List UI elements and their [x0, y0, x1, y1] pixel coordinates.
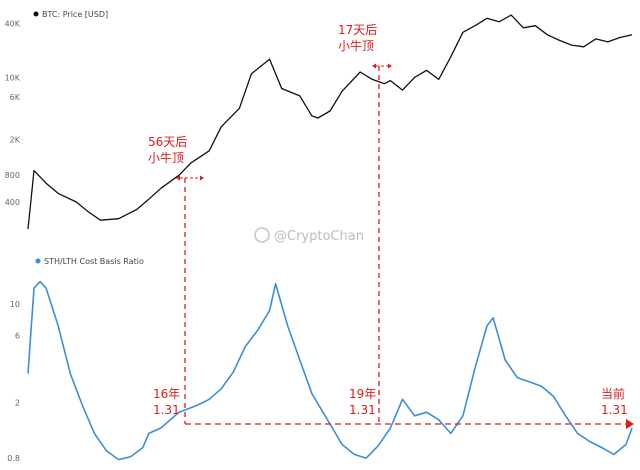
label-2019-year: 19年	[349, 387, 376, 401]
price-y-tick-label: 2K	[10, 136, 21, 145]
ratio-legend-label: STH/LTH Cost Basis Ratio	[44, 257, 144, 266]
price-legend-label: BTC: Price [USD]	[42, 10, 108, 19]
price-y-tick-label: 800	[5, 171, 20, 180]
price-legend-dot	[33, 11, 39, 17]
label-current-value: 1.31	[601, 403, 628, 417]
watermark-text: @CryptoChan	[274, 229, 364, 244]
ratio-y-tick-label: 0.8	[7, 454, 20, 463]
gap-arrow-left-17	[372, 63, 376, 69]
ratio-y-tick-label: 10	[10, 300, 20, 309]
annotation-17-top: 小牛顶	[338, 38, 374, 53]
label-current: 当前	[601, 386, 625, 401]
label-2019-value: 1.31	[349, 403, 376, 417]
label-2016-value: 1.31	[153, 403, 180, 417]
price-series-line	[27, 14, 633, 229]
ratio-y-tick-label: 2	[15, 398, 20, 407]
gap-arrow-right-17	[388, 63, 392, 69]
ratio-series-line	[27, 280, 633, 461]
price-y-tick-label: 40K	[5, 20, 21, 29]
annotation-56-days: 56天后	[148, 135, 187, 149]
gap-arrow-left-56	[176, 175, 180, 181]
watermark: @CryptoChan	[254, 227, 364, 244]
price-y-tick-label: 10K	[5, 73, 21, 82]
annotation-56-top: 小牛顶	[148, 150, 184, 165]
ratio-y-tick-label: 6	[15, 331, 20, 340]
annotation-17-days: 17天后	[338, 23, 377, 37]
ratio-y-axis: 10 6 2 0.8	[7, 300, 20, 463]
weibo-icon	[254, 227, 270, 243]
label-2016-year: 16年	[153, 387, 180, 401]
ratio-legend-dot	[35, 258, 41, 264]
price-y-tick-label: 6K	[10, 93, 21, 102]
baseline-arrow	[626, 419, 634, 429]
gap-arrow-right-56	[200, 175, 204, 181]
price-y-tick-label: 400	[5, 198, 20, 207]
price-y-axis: 40K 10K 6K 2K 800 400	[5, 20, 21, 207]
